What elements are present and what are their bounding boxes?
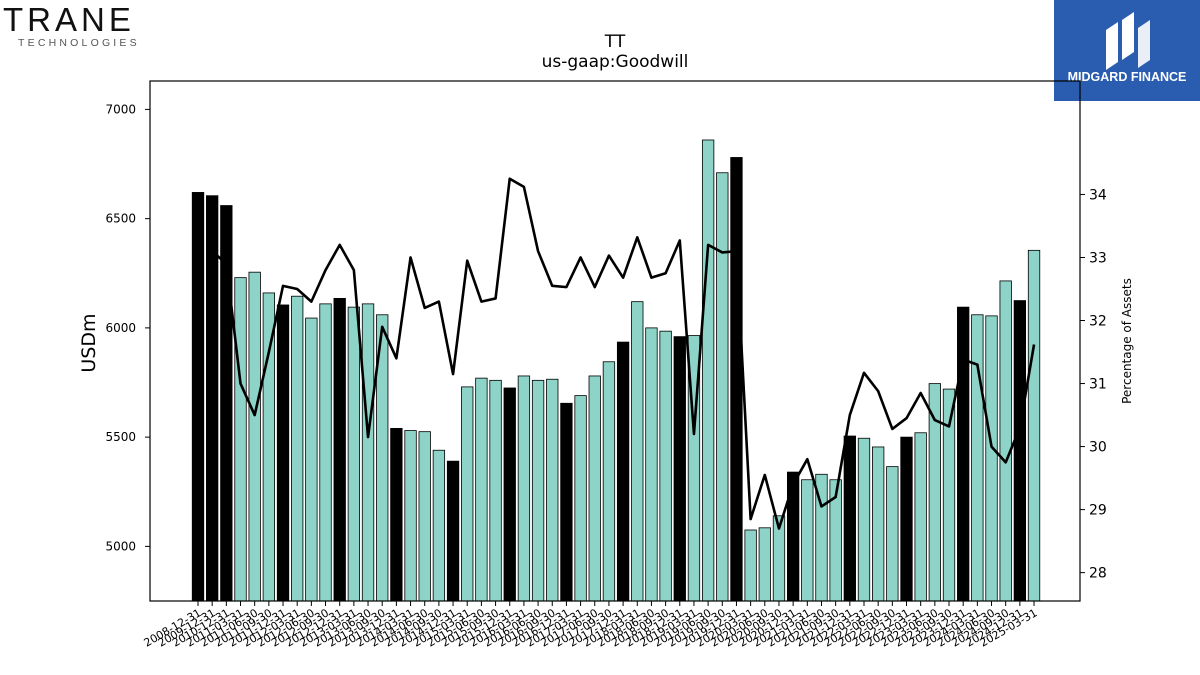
bar-series [191, 139, 1041, 602]
right-y-tick-label: 30 [1089, 440, 1107, 456]
bar-2011-12-31 [276, 304, 290, 602]
bar-2024-12-31 [1013, 300, 1027, 602]
x-axis: 2008-12-312009-12-312010-12-312011-03-31… [142, 601, 1040, 650]
bar-2017-03-31 [574, 395, 587, 602]
trane-logo-word: TRANE [3, 1, 135, 38]
right-y-tick-label: 29 [1089, 503, 1107, 519]
bar-2024-03-31 [971, 314, 984, 602]
bar-2011-03-31 [234, 277, 247, 602]
midgard-emblem-right-icon [1138, 20, 1150, 68]
right-y-tick-label: 33 [1089, 250, 1107, 266]
bar-2016-12-31 [560, 402, 573, 602]
bar-2021-03-31 [801, 479, 814, 602]
bar-2012-09-30 [319, 303, 332, 602]
trane-logo-sub: TECHNOLOGIES [18, 37, 140, 49]
bar-2012-03-31 [291, 295, 304, 602]
bar-2016-09-30 [546, 378, 559, 602]
bar-2024-09-30 [999, 280, 1012, 602]
bar-2020-06-30 [758, 527, 771, 602]
midgard-finance-logo: MIDGARD FINANCE [1054, 0, 1200, 101]
chart-title-block: TT us-gaap:Goodwill [415, 32, 815, 72]
bar-2016-03-31 [517, 375, 531, 602]
bar-2022-06-30 [872, 446, 885, 602]
bar-2013-12-31 [390, 427, 403, 602]
midgard-emblem-middle-icon [1122, 12, 1134, 60]
right-y-tick-label: 28 [1089, 566, 1107, 582]
bar-2017-06-30 [588, 375, 601, 602]
bar-2022-09-30 [886, 466, 899, 602]
midgard-logo-word: MIDGARD FINANCE [1068, 70, 1187, 84]
bar-2016-06-30 [531, 379, 545, 602]
bar-2019-06-30 [701, 139, 715, 602]
chart-title: TT [604, 32, 626, 52]
y-axis-label-right: Percentage of Assets [1120, 278, 1134, 404]
bar-2015-03-31 [461, 386, 474, 602]
bar-2022-12-31 [900, 436, 913, 602]
bar-2022-03-31 [857, 437, 871, 602]
trane-logo-mark: TRANE TECHNOLOGIES [3, 1, 140, 49]
bar-2023-12-31 [957, 306, 970, 602]
plot-frame [149, 80, 1081, 602]
bar-2019-09-30 [716, 172, 729, 602]
left-y-tick-label: 6500 [105, 212, 136, 226]
bar-2015-09-30 [489, 379, 502, 602]
y-axis-label-left: USDm [78, 313, 100, 372]
left-y-tick-label: 6000 [105, 321, 136, 335]
bar-2020-12-31 [786, 471, 800, 602]
bar-2013-06-30 [361, 303, 375, 602]
bar-2014-03-31 [404, 430, 417, 602]
left-y-tick-label: 5500 [105, 430, 136, 444]
bar-2023-03-31 [914, 432, 927, 602]
bar-2014-06-30 [418, 431, 431, 602]
bar-2015-06-30 [475, 377, 488, 602]
bar-2011-06-30 [248, 271, 261, 602]
bar-2023-06-30 [928, 383, 941, 602]
bar-2014-12-31 [446, 460, 460, 602]
midgard-logo-mark: MIDGARD FINANCE [1068, 12, 1187, 84]
midgard-emblem-left-icon [1106, 22, 1118, 70]
bar-2025-03-31 [1027, 249, 1041, 602]
bar-2018-09-30 [659, 330, 672, 602]
bar-2009-12-31 [206, 195, 219, 602]
line-series [211, 177, 1036, 530]
right-y-tick-label: 31 [1089, 377, 1107, 393]
bar-2018-03-31 [631, 301, 644, 602]
chart-subtitle: us-gaap:Goodwill [541, 52, 689, 72]
right-y-tick-label: 34 [1089, 187, 1107, 203]
bar-2024-06-30 [985, 315, 998, 602]
bar-2013-03-31 [347, 306, 361, 602]
bar-2008-12-31 [191, 192, 205, 602]
right-y-tick-label: 32 [1089, 314, 1107, 330]
bar-2020-03-31 [744, 529, 757, 602]
bar-2018-06-30 [645, 327, 658, 602]
bar-2018-12-31 [673, 336, 686, 602]
bar-2017-12-31 [616, 341, 630, 602]
bar-2021-12-31 [843, 435, 856, 602]
bar-2015-12-31 [503, 387, 516, 602]
bar-2017-09-30 [602, 361, 616, 602]
left-y-tick-label: 7000 [105, 102, 136, 116]
left-y-tick-label: 5000 [105, 539, 136, 553]
bar-2019-12-31 [730, 157, 743, 602]
bar-2012-06-30 [305, 317, 318, 602]
right-y-axis: 28 29 30 31 32 33 34 [1080, 187, 1107, 582]
left-y-axis: 5000 5500 6000 6500 7000 [105, 102, 150, 553]
trane-technologies-logo: TRANE TECHNOLOGIES [0, 0, 170, 60]
bar-2012-12-31 [333, 297, 346, 602]
bar-2014-09-30 [432, 449, 446, 602]
percent-of-assets-line [211, 177, 1036, 530]
